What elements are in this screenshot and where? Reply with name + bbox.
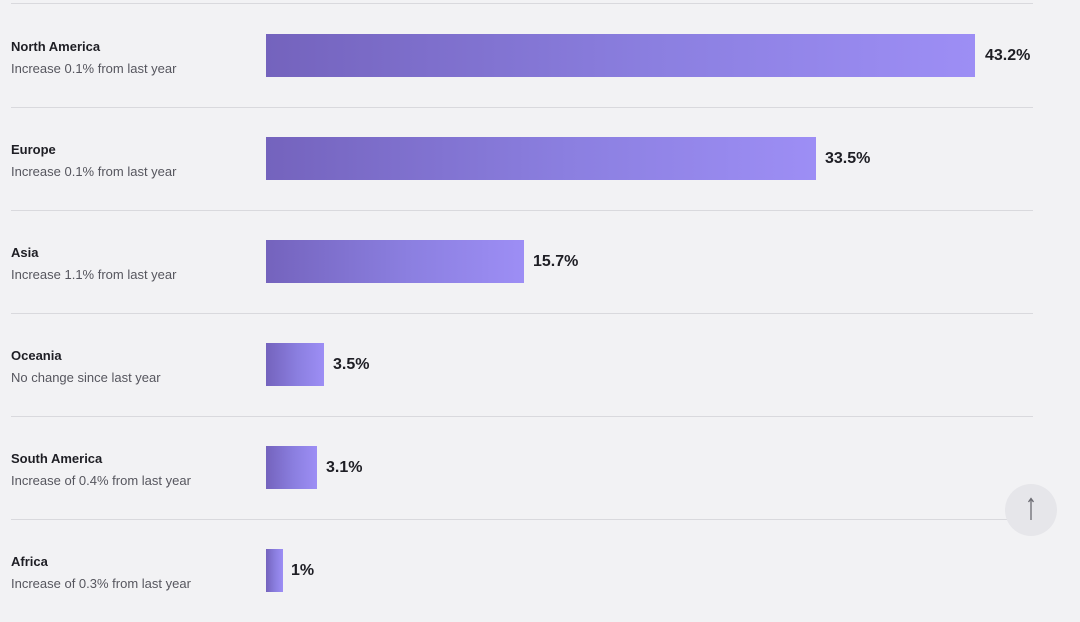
change-note: Increase 0.1% from last year [11,164,177,179]
bar [266,137,816,180]
value-label: 43.2% [985,47,1031,64]
value-label: 33.5% [825,150,871,167]
chart-row-africa: Africa Increase of 0.3% from last year 1… [11,519,1033,622]
bar [266,343,324,386]
bar [266,549,283,592]
arrow-up-icon [1027,497,1035,520]
chart-row-north-america: North America Increase 0.1% from last ye… [11,4,1033,108]
region-label: Africa [11,554,48,569]
change-note: No change since last year [11,370,161,385]
region-label: Oceania [11,348,62,363]
chart-row-south-america: South America Increase of 0.4% from last… [11,416,1033,520]
divider [11,3,1033,4]
change-note: Increase 0.1% from last year [11,61,177,76]
value-label: 3.5% [333,356,370,373]
value-label: 15.7% [533,253,579,270]
bar [266,34,975,77]
value-label: 3.1% [326,459,363,476]
region-label: Europe [11,142,56,157]
change-note: Increase of 0.3% from last year [11,576,191,591]
bar [266,240,524,283]
chart-row-europe: Europe Increase 0.1% from last year 33.5… [11,107,1033,211]
bar [266,446,317,489]
change-note: Increase of 0.4% from last year [11,473,191,488]
region-label: South America [11,451,103,466]
chart-row-oceania: Oceania No change since last year 3.5% [11,313,1033,417]
region-label: Asia [11,245,39,260]
change-note: Increase 1.1% from last year [11,267,177,282]
chart-row-asia: Asia Increase 1.1% from last year 15.7% [11,210,1033,314]
region-label: North America [11,39,101,54]
scroll-to-top-button[interactable] [1005,484,1057,536]
value-label: 1% [291,562,315,579]
